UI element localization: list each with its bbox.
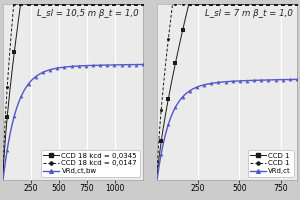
Text: L_sl = 7 m β_t = 1,0: L_sl = 7 m β_t = 1,0 bbox=[205, 9, 293, 18]
Legend: CCD 18 kcd = 0,0345, CCD 18 kcd = 0,0147, VRd,ct,bw: CCD 18 kcd = 0,0345, CCD 18 kcd = 0,0147… bbox=[41, 150, 140, 177]
Legend: CCD 1, CCD 1, VRd,ct: CCD 1, CCD 1, VRd,ct bbox=[248, 150, 293, 177]
Text: L_sl = 10,5 m β_t = 1,0: L_sl = 10,5 m β_t = 1,0 bbox=[37, 9, 139, 18]
